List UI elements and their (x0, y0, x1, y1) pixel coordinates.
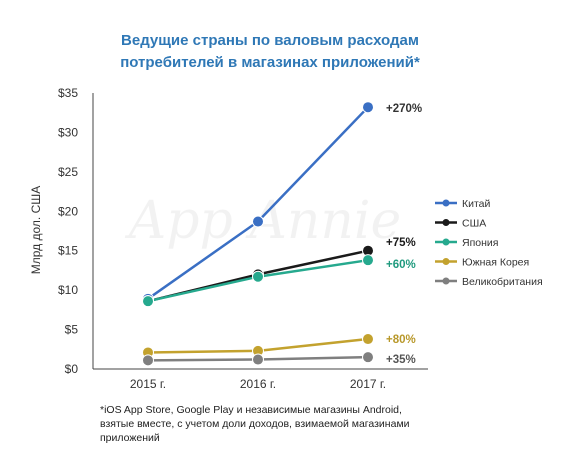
y-tick-label: $25 (58, 165, 78, 179)
footnote-line-1: *iOS App Store, Google Play и независимы… (100, 404, 402, 416)
data-point (252, 215, 264, 228)
legend-swatch-marker (442, 199, 450, 207)
legend-label: Китай (462, 198, 491, 210)
data-label: +75% (386, 237, 416, 249)
y-tick-label: $30 (58, 125, 78, 139)
data-point (362, 101, 374, 114)
data-point (142, 295, 154, 308)
data-point (252, 270, 264, 283)
footnote-line-3: приложений (100, 432, 160, 444)
y-tick-label: $5 (65, 323, 79, 337)
y-axis-label: Млрд дол. США (29, 186, 43, 274)
y-tick-label: $0 (65, 362, 79, 376)
data-label: +270% (386, 103, 422, 115)
y-tick-label: $35 (58, 86, 78, 100)
legend-swatch-marker (442, 258, 450, 265)
data-label: +35% (386, 354, 416, 366)
legend-label: США (462, 218, 486, 230)
legend-label: Южная Корея (462, 257, 529, 269)
data-point (362, 351, 374, 364)
data-point (362, 254, 374, 267)
chart-title: Ведущие страны по валовым расходам потре… (60, 30, 480, 74)
legend-swatch-marker (442, 277, 450, 285)
legend-label: Япония (462, 237, 498, 249)
x-tick-label: 2016 г. (240, 377, 276, 391)
legend-swatch-marker (442, 238, 450, 246)
chart-title-line-2: потребителей в магазинах приложений* (120, 54, 420, 71)
footnote-line-2: взятые вместе, с учетом доли доходов, вз… (100, 418, 410, 430)
chart-title-line-1: Ведущие страны по валовым расходам (121, 32, 419, 49)
data-point (142, 354, 154, 367)
data-point (252, 353, 264, 366)
y-tick-label: $20 (58, 204, 78, 218)
data-label: +80% (386, 334, 416, 346)
data-point (362, 333, 374, 346)
y-tick-label: $15 (58, 244, 78, 258)
data-label: +60% (386, 259, 416, 271)
legend-swatch-marker (442, 219, 450, 226)
x-tick-label: 2015 г. (130, 377, 166, 391)
footnote: *iOS App Store, Google Play и независимы… (100, 403, 480, 445)
y-tick-label: $10 (58, 283, 78, 297)
legend-label: Великобритания (462, 276, 543, 288)
x-tick-label: 2017 г. (350, 377, 386, 391)
